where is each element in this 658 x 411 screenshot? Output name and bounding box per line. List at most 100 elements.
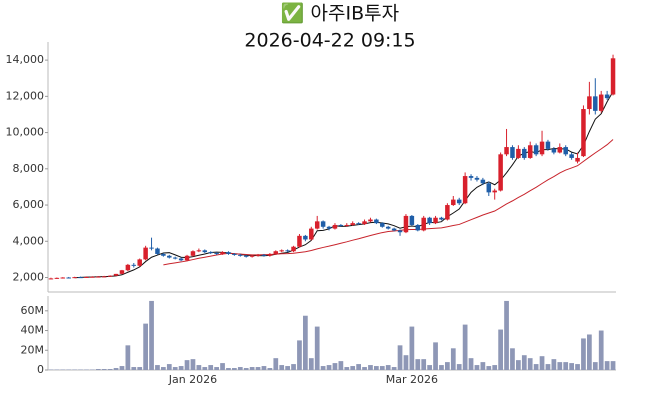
candle-body (167, 255, 172, 258)
candle-body (309, 228, 314, 240)
volume-bar (143, 323, 148, 370)
candle-body (232, 253, 237, 255)
candle-body (598, 94, 604, 111)
volume-bar (291, 364, 296, 370)
candle-body (344, 224, 350, 226)
volume-bar (166, 364, 172, 370)
candle-body (60, 277, 66, 279)
candle-body (303, 235, 308, 240)
candle-body (125, 264, 131, 271)
candle-body (374, 219, 379, 224)
volume-bar (421, 359, 427, 370)
volume-tick-label: 20M (21, 343, 45, 356)
volume-bar (468, 358, 474, 370)
volume-bar (196, 365, 202, 370)
volume-bar (95, 369, 101, 370)
candle-body (563, 147, 568, 155)
candle-body (368, 219, 373, 222)
volume-bar (598, 330, 604, 370)
volume-bar (267, 368, 273, 370)
candle-body (220, 252, 225, 254)
candle-body (273, 251, 279, 254)
volume-bar (261, 366, 267, 370)
volume-bar (326, 365, 332, 370)
volume-bar (527, 358, 533, 370)
volume-bar (427, 365, 432, 370)
volume-tick-label: 60M (21, 304, 45, 317)
volume-bar (297, 340, 302, 370)
candle-body (96, 276, 101, 278)
volume-bar (510, 348, 515, 370)
candle-body (610, 58, 616, 95)
candle-body (533, 145, 539, 155)
volume-bar (480, 362, 486, 370)
candle-body (72, 277, 77, 279)
candle-body (510, 147, 515, 158)
volume-bar (516, 360, 521, 370)
moving-average-line (163, 139, 614, 266)
candle-body (172, 257, 178, 259)
volume-bar (385, 365, 391, 370)
candle-body (297, 235, 302, 247)
volume-bar (575, 364, 580, 370)
candle-body (214, 253, 219, 255)
y-tick-label: 14,000 (6, 53, 45, 66)
volume-bar (308, 358, 314, 370)
candle-body (539, 141, 545, 155)
volume-bar (273, 358, 279, 370)
volume-bar (462, 324, 468, 370)
candle-body (522, 148, 527, 158)
volume-bar (551, 359, 557, 370)
candle-body (604, 94, 610, 99)
candle-body (504, 147, 509, 155)
candle-body (208, 252, 213, 254)
candle-body (243, 255, 249, 257)
volume-bar (214, 367, 219, 370)
candle-body (581, 109, 586, 157)
volume-bar (285, 366, 290, 370)
candle-body (161, 253, 166, 256)
candle-body (474, 177, 480, 180)
candle-body (279, 250, 284, 252)
candle-body (226, 252, 231, 254)
volume-bar (397, 345, 403, 370)
volume-bar (439, 365, 444, 370)
volume-bar (243, 368, 249, 370)
candle-body (462, 176, 468, 204)
volume-bar (332, 363, 338, 370)
volume-bar (178, 366, 184, 370)
candle-body (267, 253, 273, 256)
volume-bar (521, 355, 527, 370)
volume-bar (403, 355, 409, 370)
candle-body (261, 254, 267, 256)
y-tick-label: 4,000 (13, 234, 45, 247)
candle-body (320, 221, 326, 227)
volume-bar (107, 369, 113, 370)
candle-body (385, 226, 391, 229)
volume-bar (249, 367, 255, 370)
volume-bar (344, 367, 350, 370)
volume-bar (379, 366, 385, 370)
candle-body (356, 223, 361, 225)
candle-body (456, 199, 462, 204)
volume-bar (456, 364, 462, 370)
candle-body (131, 264, 137, 266)
candle-body (421, 217, 426, 231)
volume-bar (557, 362, 563, 370)
volume-bar (161, 367, 166, 370)
y-tick-label: 2,000 (13, 271, 45, 284)
candle-body (516, 148, 521, 158)
candle-body (415, 224, 421, 231)
volume-bar (137, 367, 143, 370)
candle-body (380, 223, 385, 227)
volume-bar (226, 368, 231, 370)
candle-body (427, 217, 432, 224)
candle-body (196, 250, 202, 252)
volume-bar (125, 345, 131, 370)
candle-body (350, 223, 355, 225)
candle-body (338, 224, 344, 226)
candle-body (545, 141, 551, 149)
volume-bar (119, 366, 125, 370)
volume-bar (350, 366, 356, 370)
